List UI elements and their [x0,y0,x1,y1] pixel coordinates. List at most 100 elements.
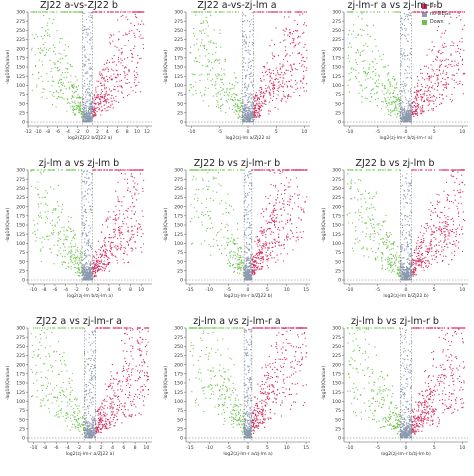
data-point [86,177,88,179]
data-point [363,11,365,13]
data-point [108,88,110,90]
data-point [244,113,246,116]
y-tick-label: 225 [174,37,183,43]
data-point [260,91,262,93]
data-point [46,25,48,27]
data-point [293,38,295,40]
data-point [58,250,60,252]
data-point [299,36,301,38]
data-point [403,24,406,27]
data-point [208,61,210,63]
data-point [428,76,430,78]
data-point [214,59,216,62]
data-point [305,67,308,69]
data-point [114,169,116,171]
data-point [72,110,75,112]
data-point [407,115,409,117]
data-point [104,236,107,239]
data-point [401,95,403,97]
data-point [67,71,69,74]
data-point [89,268,91,270]
data-point [378,74,380,76]
data-point [101,69,104,71]
data-point [194,193,196,195]
data-point [263,11,265,13]
data-point [98,262,100,264]
data-point [38,169,40,171]
data-point [389,81,391,83]
data-point [88,63,90,65]
data-point [205,65,207,67]
data-point [300,81,302,83]
data-point [450,53,452,55]
data-point [88,112,90,114]
data-point [433,103,435,105]
data-point [40,215,42,217]
data-point [121,11,123,13]
data-point [91,119,93,121]
data-point [90,32,92,34]
data-point [246,69,248,71]
y-tick-label: 275 [16,177,25,183]
data-point [405,17,407,20]
data-point [111,35,113,37]
data-point [74,102,76,105]
data-point [375,75,377,77]
data-point [70,261,72,263]
data-point [283,34,285,36]
data-point [83,170,85,172]
data-point [114,76,116,78]
data-point [274,107,276,109]
data-point [266,62,268,64]
data-point [195,81,197,83]
data-point [244,119,246,122]
data-point [388,99,390,101]
data-point [285,28,287,30]
data-point [81,234,84,236]
data-point [53,61,55,63]
data-point [71,250,73,252]
data-point [398,105,400,107]
data-point [40,52,42,55]
data-point [231,94,233,96]
data-point [72,112,74,114]
data-point [75,262,77,265]
data-point [459,52,461,54]
data-point [405,69,407,71]
data-point [199,74,201,76]
data-point [121,48,123,50]
data-point [45,203,47,206]
data-point [84,224,86,226]
data-point [396,114,399,116]
data-point [106,11,109,13]
data-point [63,239,65,241]
data-point [87,110,89,112]
data-point [126,95,129,97]
data-point [399,103,402,105]
data-point [392,110,394,112]
data-point [291,86,293,88]
data-point [85,37,87,39]
data-point [98,109,100,111]
data-point [249,113,252,115]
data-point [95,271,97,273]
data-point [58,237,60,239]
data-point [459,11,461,13]
data-point [443,15,446,17]
data-point [38,77,40,79]
data-point [134,79,136,81]
data-point [131,250,133,252]
data-point [197,197,199,199]
data-point [90,120,92,122]
data-point [229,88,231,90]
data-point [120,58,122,60]
data-point [217,92,219,94]
data-point [53,208,55,210]
data-point [269,75,271,77]
data-point [416,112,419,114]
data-point [93,100,95,102]
data-point [89,26,91,28]
data-point [193,60,195,62]
data-point [421,86,423,88]
data-point [243,20,246,22]
